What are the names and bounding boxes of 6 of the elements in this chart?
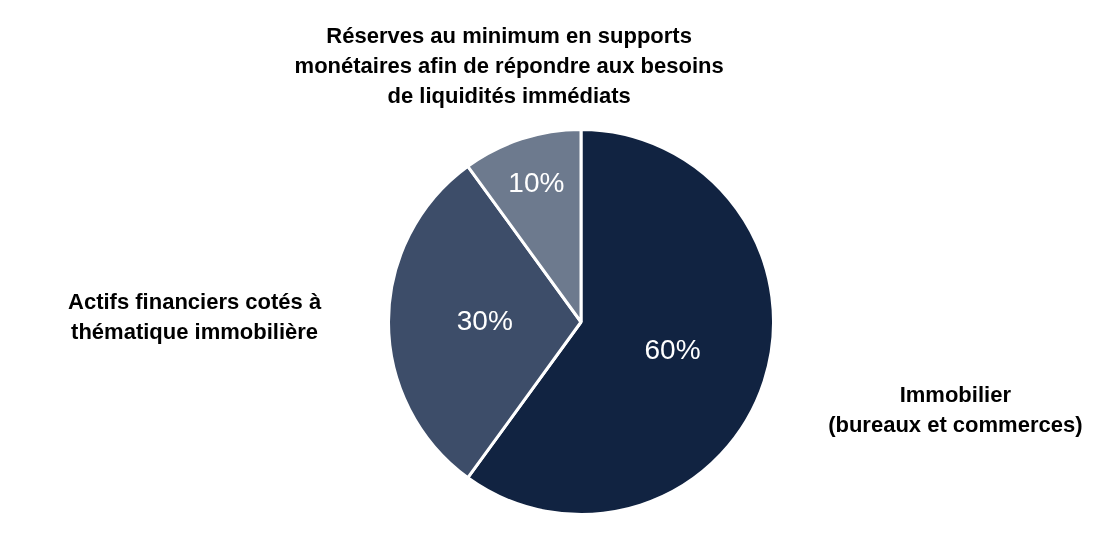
data-label: 10% — [508, 167, 565, 199]
data-label: 30% — [456, 304, 513, 336]
slice-label: Actifs financiers cotés à thématique immobilière — [68, 289, 322, 345]
slice-label: Immobilier (bureaux et commerces) — [828, 381, 1083, 437]
data-label: 60% — [644, 334, 701, 366]
slice-label: Réserves au minimum en supports monétaires afin de répondre aux besoins de liquidités immédiats — [294, 22, 724, 108]
